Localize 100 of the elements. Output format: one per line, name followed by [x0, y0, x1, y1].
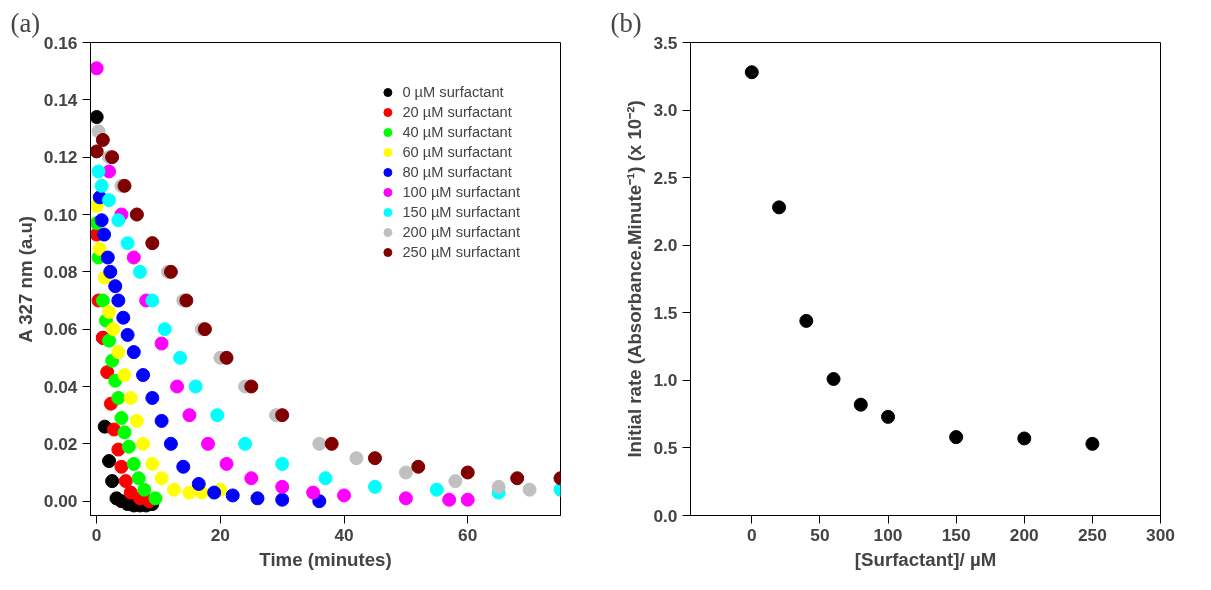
point — [137, 482, 152, 497]
y-tick-label: 0.16 — [43, 32, 78, 53]
point — [103, 264, 118, 279]
legend-label: 250 µM surfactant — [402, 244, 520, 260]
point — [367, 479, 382, 494]
x-tick-label: 0 — [91, 524, 102, 545]
point — [207, 485, 222, 500]
legend-label: 150 µM surfactant — [402, 204, 520, 220]
point — [126, 456, 141, 471]
point — [94, 178, 109, 193]
point — [129, 413, 144, 428]
point — [275, 492, 290, 507]
x-axis-title: Time (minutes) — [259, 548, 392, 570]
point — [95, 293, 110, 308]
point — [136, 368, 151, 383]
point — [123, 390, 138, 405]
legend-label: 20 µM surfactant — [402, 104, 512, 120]
point — [460, 492, 475, 507]
point — [250, 491, 265, 506]
point — [117, 425, 132, 440]
point — [1017, 431, 1032, 446]
x-tick-label: 20 — [210, 524, 231, 545]
point — [163, 436, 178, 451]
y-tick-label: 0.14 — [43, 89, 78, 110]
point — [367, 451, 382, 466]
point — [121, 439, 136, 454]
point — [148, 491, 163, 506]
point — [210, 408, 225, 423]
x-tick-label: 150 — [941, 524, 971, 545]
point — [219, 350, 234, 365]
point — [170, 379, 185, 394]
point — [102, 193, 117, 208]
point — [114, 459, 129, 474]
point — [510, 471, 525, 486]
y-tick-label: 3.0 — [653, 100, 678, 121]
point — [173, 350, 188, 365]
point — [126, 250, 141, 265]
point — [118, 474, 133, 489]
point — [100, 250, 115, 265]
point — [111, 390, 126, 405]
legend-label: 100 µM surfactant — [402, 184, 520, 200]
y-axis-title: Initial rate (Absorbance.Minute⁻¹) (x 10⁻²) — [624, 100, 646, 458]
point — [201, 436, 215, 451]
point — [166, 482, 181, 497]
x-axis-title: [Surfactant]/ µM — [854, 548, 997, 570]
point — [94, 213, 109, 228]
legend-label: 200 µM surfactant — [402, 224, 520, 240]
point — [111, 345, 126, 360]
point — [117, 368, 132, 383]
point — [92, 241, 107, 256]
point — [120, 236, 135, 251]
x-tick-label: 250 — [1077, 524, 1107, 545]
point — [157, 322, 172, 337]
y-tick-label: 0.5 — [653, 437, 678, 458]
point — [108, 279, 123, 294]
legend-label: 40 µM surfactant — [402, 124, 512, 140]
x-tick-label: 100 — [873, 524, 903, 545]
point — [244, 379, 259, 394]
point — [182, 408, 197, 423]
point — [154, 471, 169, 486]
y-tick-label: 0.06 — [43, 319, 78, 340]
y-tick-label: 2.0 — [653, 235, 678, 256]
point — [275, 456, 290, 471]
x-tick-label: 40 — [334, 524, 354, 545]
y-tick-label: 0.10 — [43, 204, 78, 225]
x-tick-label: 60 — [458, 524, 478, 545]
point — [772, 200, 787, 215]
y-tick-label: 1.0 — [653, 370, 678, 391]
point — [853, 397, 868, 412]
point — [191, 476, 206, 491]
point — [522, 482, 537, 497]
point — [95, 132, 110, 147]
y-axis-title: A 327 nm (a.u) — [14, 215, 36, 343]
legend-label: 80 µM surfactant — [402, 164, 512, 180]
point — [90, 110, 104, 125]
y-tick-label: 3.5 — [653, 32, 678, 53]
legend-label: 0 µM surfactant — [402, 84, 504, 100]
point — [1085, 436, 1100, 451]
point — [145, 456, 160, 471]
point — [799, 313, 814, 328]
point — [324, 436, 339, 451]
point — [188, 379, 203, 394]
point — [398, 465, 413, 480]
point — [111, 293, 126, 308]
point — [145, 390, 160, 405]
point — [111, 213, 126, 228]
point — [154, 336, 169, 351]
y-tick-label: 2.5 — [653, 167, 678, 188]
point — [448, 474, 463, 489]
point — [154, 413, 169, 428]
point — [219, 456, 234, 471]
point — [442, 492, 457, 507]
point — [411, 459, 426, 474]
x-tick-label: 200 — [1009, 524, 1039, 545]
point — [106, 322, 121, 337]
point — [116, 310, 131, 325]
point — [145, 293, 160, 308]
point — [306, 485, 321, 500]
point — [102, 333, 117, 348]
point — [275, 479, 290, 494]
